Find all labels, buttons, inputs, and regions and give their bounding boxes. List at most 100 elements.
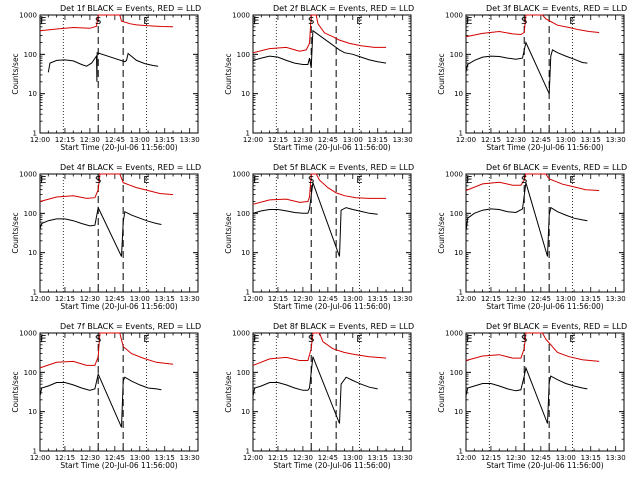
- plot-frame: [465, 14, 625, 134]
- y-tick-label: 100: [450, 369, 463, 377]
- end-marker-left: E: [253, 16, 259, 27]
- y-tick-label: 1000: [19, 330, 37, 338]
- y-tick-label: 1: [33, 130, 37, 138]
- y-tick-label: 1000: [445, 330, 463, 338]
- x-tick-label: 13:00: [556, 136, 576, 144]
- x-tick-label: 13:30: [180, 454, 200, 462]
- lld-series-line: [252, 173, 387, 205]
- x-tick-label: 13:15: [155, 136, 175, 144]
- end-marker-left: E: [40, 175, 46, 186]
- panel-det-5f: Det 5f BLACK = Events, RED = LLD 1 10 100 10…: [224, 163, 414, 311]
- x-axis-label: Start Time (20-Jul-06 11:56:00): [60, 143, 177, 152]
- events-series-line: [39, 205, 162, 257]
- end-marker-left: E: [40, 334, 46, 345]
- y-tick-label: 1: [246, 448, 250, 456]
- end-marker-left: E: [466, 16, 472, 27]
- y-tick-label: 10: [241, 408, 250, 416]
- x-tick-label: 13:30: [180, 136, 200, 144]
- x-tick-label: 13:15: [368, 454, 388, 462]
- lld-series-line: [465, 14, 600, 38]
- x-tick-label: 12:00: [30, 295, 50, 303]
- x-tick-label: 12:15: [268, 136, 288, 144]
- x-tick-label: 13:15: [581, 136, 601, 144]
- x-tick-label: 12:15: [55, 295, 75, 303]
- x-tick-label: 12:30: [80, 136, 100, 144]
- events-series-line: [39, 372, 162, 428]
- y-axis-label: Counts/sec: [437, 53, 446, 94]
- x-axis-label: Start Time (20-Jul-06 11:56:00): [273, 302, 390, 311]
- y-tick-label: 100: [24, 51, 37, 59]
- y-tick-label: 100: [237, 369, 250, 377]
- panel-det-6f: Det 6f BLACK = Events, RED = LLD 1 10 100 10…: [437, 163, 627, 311]
- x-tick-label: 13:00: [556, 454, 576, 462]
- panel-title: Det 2f BLACK = Events, RED = LLD: [273, 4, 414, 13]
- plot-frame: [39, 14, 199, 134]
- panel-title: Det 3f BLACK = Events, RED = LLD: [486, 4, 627, 13]
- panel-title: Det 5f BLACK = Events, RED = LLD: [273, 163, 414, 172]
- y-tick-label: 1000: [232, 330, 250, 338]
- x-tick-label: 12:45: [105, 136, 125, 144]
- x-tick-label: 12:30: [293, 295, 313, 303]
- end-marker-right: E: [143, 16, 149, 27]
- y-tick-label: 1000: [445, 12, 463, 20]
- x-tick-label: 12:15: [481, 136, 501, 144]
- end-marker-left: E: [466, 175, 472, 186]
- plot-frame: [39, 173, 199, 293]
- x-tick-label: 12:45: [531, 136, 551, 144]
- lld-series-line: [465, 173, 600, 191]
- x-tick-label: 12:00: [456, 295, 476, 303]
- y-tick-label: 1: [33, 289, 37, 297]
- x-axis-label: Start Time (20-Jul-06 11:56:00): [486, 143, 603, 152]
- end-marker-right: E: [569, 334, 575, 345]
- x-tick-label: 12:00: [456, 136, 476, 144]
- y-tick-label: 100: [450, 210, 463, 218]
- lld-series-line: [39, 173, 174, 202]
- y-tick-label: 1000: [19, 171, 37, 179]
- x-tick-label: 12:30: [293, 136, 313, 144]
- y-axis-label: Counts/sec: [224, 53, 233, 94]
- plot-frame: [465, 173, 625, 293]
- x-tick-label: 13:00: [130, 454, 150, 462]
- x-tick-label: 13:00: [130, 295, 150, 303]
- panel-det-2f: Det 2f BLACK = Events, RED = LLD 1 10 100 10…: [224, 4, 414, 152]
- x-tick-label: 13:00: [130, 136, 150, 144]
- x-tick-label: 12:45: [105, 295, 125, 303]
- x-tick-label: 12:45: [318, 454, 338, 462]
- x-tick-label: 12:00: [243, 136, 263, 144]
- panel-det-3f: Det 3f BLACK = Events, RED = LLD 1 10 100 10…: [437, 4, 627, 152]
- y-tick-label: 100: [237, 210, 250, 218]
- y-tick-label: 1000: [19, 12, 37, 20]
- x-axis-label: Start Time (20-Jul-06 11:56:00): [486, 302, 603, 311]
- panel-title: Det 7f BLACK = Events, RED = LLD: [60, 322, 201, 331]
- x-tick-label: 13:00: [343, 295, 363, 303]
- lld-series-line: [252, 14, 387, 54]
- x-tick-label: 12:30: [506, 295, 526, 303]
- end-marker-left: E: [253, 334, 259, 345]
- panel-title: Det 6f BLACK = Events, RED = LLD: [486, 163, 627, 172]
- plot-frame: [252, 14, 412, 134]
- x-tick-label: 12:15: [268, 454, 288, 462]
- end-marker-right: E: [143, 334, 149, 345]
- start-marker: S: [308, 175, 314, 186]
- y-tick-label: 10: [241, 90, 250, 98]
- plot-frame: [252, 332, 412, 452]
- x-tick-label: 12:15: [268, 295, 288, 303]
- x-tick-label: 12:00: [30, 454, 50, 462]
- start-marker: S: [95, 16, 101, 27]
- start-marker: S: [521, 16, 527, 27]
- y-tick-label: 1000: [232, 12, 250, 20]
- y-axis-label: Counts/sec: [224, 371, 233, 412]
- x-axis-label: Start Time (20-Jul-06 11:56:00): [273, 143, 390, 152]
- panel-title: Det 1f BLACK = Events, RED = LLD: [60, 4, 201, 13]
- x-tick-label: 13:30: [606, 136, 626, 144]
- y-axis-label: Counts/sec: [437, 212, 446, 253]
- x-tick-label: 12:00: [30, 136, 50, 144]
- x-tick-label: 13:30: [393, 454, 413, 462]
- panel-det-8f: Det 8f BLACK = Events, RED = LLD 1 10 100 10…: [224, 322, 414, 470]
- x-tick-label: 13:30: [606, 295, 626, 303]
- x-tick-label: 13:15: [368, 136, 388, 144]
- y-tick-label: 10: [241, 249, 250, 257]
- plot-frame: [252, 173, 412, 293]
- y-axis-label: Counts/sec: [224, 212, 233, 253]
